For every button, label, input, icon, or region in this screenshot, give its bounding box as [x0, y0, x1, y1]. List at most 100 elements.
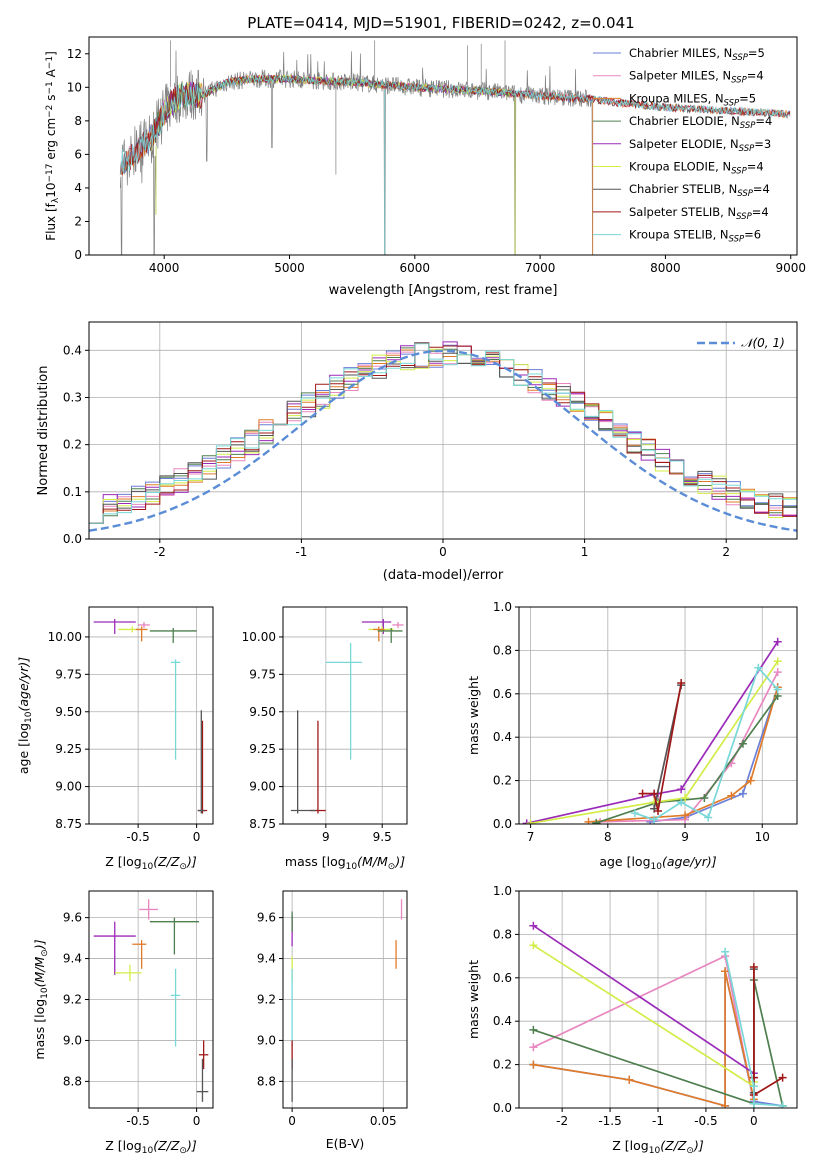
y-tick-label: 9.25 [55, 742, 82, 756]
mass-weight-marker [625, 1075, 634, 1084]
x-tick-label: -2 [556, 1114, 568, 1128]
mass-weight-marker [681, 793, 690, 802]
y-axis-label-part: −17 [45, 164, 55, 183]
residuals-chart: -2 -1 0 1 2 0.0 0.1 0.2 0.3 0.4 (data-model)/error… [36, 321, 798, 583]
y-tick-label: 9.00 [249, 780, 276, 794]
mass-vs-EBV-axes: 0 0.05 8.8 9.0 9.2 9.4 9.6 E(B-V) [257, 890, 408, 1151]
y-tick-label: 8 [74, 114, 82, 128]
y-axis-label-part: A [44, 68, 58, 81]
normal-distribution-curve [89, 349, 797, 532]
x-axis-label-part: ⊙ [179, 1146, 187, 1156]
x-axis-label-part: (M/M [357, 854, 388, 869]
legend-entry-count: =4 [753, 182, 770, 196]
legend-entry: Salpeter STELIB, NSSP=4 [629, 205, 769, 222]
y-axis-label-part: ] [44, 51, 58, 56]
x-axis-label-part: )] [186, 854, 197, 869]
legend-entry: Salpeter MILES, NSSP=4 [629, 69, 764, 86]
mass-weight-marker [677, 785, 686, 794]
x-axis-label-part: (Z/Z [660, 1138, 687, 1153]
legend-entry: Chabrier STELIB, NSSP=4 [629, 182, 770, 199]
mass-weight-marker [650, 789, 659, 798]
mass-weight-marker [773, 685, 782, 694]
legend-entry-count: =6 [744, 228, 761, 242]
y-tick-label: 0.3 [63, 390, 82, 404]
y-axis-label-part: (M/M [32, 957, 47, 988]
mass-weight-marker [778, 1073, 787, 1082]
y-tick-label: 8.8 [63, 1074, 82, 1088]
age-vs-mass-frame [282, 606, 408, 825]
x-tick-label: 0.05 [370, 1114, 397, 1128]
mass-weight-marker [654, 806, 662, 815]
y-tick-label: 9.50 [55, 705, 82, 719]
y-tick-label: 8.75 [249, 817, 276, 831]
mass-weight-vs-Z-chart: -2 -1.5 -1 -0.5 0 0.0 0.2 0.4 0.6 0.8 1.0 Z [log10(… [466, 884, 798, 1156]
mass-vs-EBV-chart: 0 0.05 8.8 9.0 9.2 9.4 9.6 E(B-V) [257, 890, 408, 1151]
legend-entry: Salpeter ELODIE, NSSP=3 [629, 137, 771, 154]
y-axis-label-part: mass [log [32, 999, 47, 1060]
x-axis-label: E(B-V) [326, 1136, 365, 1151]
x-axis-label-part: )] [693, 1138, 704, 1153]
legend-entry-name: Kroupa MILES, N [629, 91, 724, 105]
y-tick-label: 9.2 [257, 993, 276, 1007]
y-tick-label: 9.2 [63, 993, 82, 1007]
y-axis-label-part: −1 [45, 56, 55, 69]
x-tick-label: 10 [755, 830, 770, 844]
mass-vs-Z-grid [89, 891, 213, 1108]
x-tick-label: -1.5 [598, 1114, 621, 1128]
y-axis-label-part: (age/yr)] [16, 657, 31, 712]
x-axis-label-part: ⊙ [179, 862, 187, 872]
plots: 4000 5000 6000 7000 8000 9000024681012wavelen… [16, 36, 806, 1156]
legend-entry: Kroupa STELIB, NSSP=6 [629, 228, 761, 245]
x-axis-label-part: Z [log [612, 1138, 648, 1153]
x-tick-label: 0 [193, 830, 201, 844]
spectrum-frame [88, 36, 798, 256]
legend-entry-sub: SSP [740, 121, 756, 131]
y-tick-label: 9.6 [63, 911, 82, 925]
x-tick-label: 5000 [274, 261, 305, 275]
mass-weight-vs-age-frame [518, 606, 798, 825]
y-tick-label: 9.75 [55, 667, 82, 681]
mass-vs-Z-chart: -0.5 08.89.09.29.49.6Z [log10(Z/Z⊙)]mass … [32, 890, 214, 1156]
legend-entry-count: =5 [748, 46, 765, 60]
legend-entry-name: Salpeter MILES, N [629, 69, 731, 83]
x-axis-label-part: 10 [346, 862, 358, 872]
mass-weight-line [634, 666, 779, 821]
y-tick-label: 0.8 [493, 643, 512, 657]
x-tick-label: -2 [154, 545, 166, 559]
y-axis-label-part: 10 [40, 987, 50, 999]
y-axis-label-part: )] [32, 939, 47, 950]
x-tick-label: -1 [295, 545, 307, 559]
x-axis-label-part: 10 [142, 862, 154, 872]
mass-weight-marker [584, 817, 593, 824]
y-axis-label-part: ⊙ [40, 949, 50, 957]
x-axis-label-part: Z [log [105, 1138, 141, 1153]
y-tick-label: 9.25 [249, 742, 276, 756]
y-tick-label: 0 [74, 248, 82, 262]
legend-entry-sub: SSP [731, 75, 747, 85]
mass-weight-marker [529, 941, 538, 950]
y-axis-label-part: −1 [45, 81, 55, 94]
y-axis-label-part: erg cm [44, 118, 58, 164]
legend-entry: 𝒩(0, 1) [741, 336, 785, 350]
legend-entry-count: =3 [754, 137, 771, 151]
mass-weight-marker [677, 678, 686, 687]
x-axis-label-part: )] [394, 854, 405, 869]
residuals-plot-area [89, 341, 797, 532]
mass-weight-marker [738, 789, 747, 798]
y-axis-label: mass weight [466, 960, 481, 1039]
x-tick-label: 2 [722, 545, 730, 559]
x-tick-label: 4000 [149, 261, 180, 275]
x-axis-label-part: 10 [142, 1146, 154, 1156]
legend-entry: Chabrier MILES, NSSP=5 [629, 46, 765, 63]
x-tick-label: 7000 [525, 261, 556, 275]
y-axis-label: mass weight [466, 676, 481, 755]
y-tick-label: 9.4 [63, 952, 82, 966]
y-axis-label-part: −2 [45, 105, 55, 118]
mass-weight-marker [529, 921, 538, 930]
y-tick-label: 8.75 [55, 817, 82, 831]
legend-entry-count: =4 [747, 160, 764, 174]
mass-vs-Z-plot-area [93, 899, 209, 1102]
mass-weight-marker [529, 1043, 538, 1052]
mass-weight-vs-Z-plot-area [529, 921, 787, 1108]
